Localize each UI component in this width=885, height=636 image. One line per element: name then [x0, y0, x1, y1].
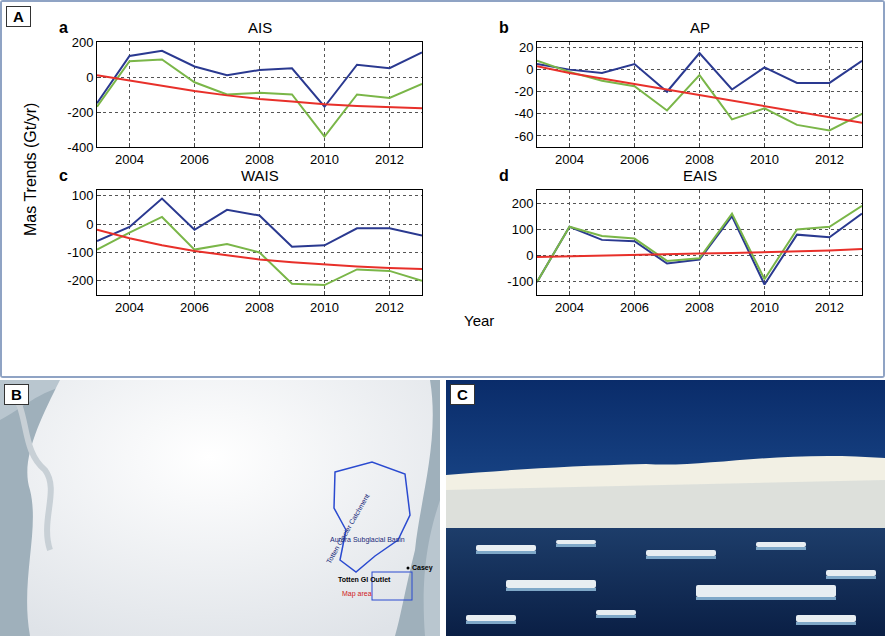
svg-text:0: 0	[86, 217, 93, 232]
svg-text:2004: 2004	[115, 152, 144, 167]
svg-text:Casey: Casey	[412, 564, 433, 572]
svg-text:AP: AP	[690, 19, 710, 36]
svg-text:d: d	[499, 167, 509, 184]
svg-text:AIS: AIS	[248, 19, 272, 36]
svg-text:2004: 2004	[115, 300, 144, 315]
svg-text:Year: Year	[464, 312, 494, 329]
svg-text:2008: 2008	[245, 300, 274, 315]
svg-text:100: 100	[72, 188, 94, 203]
svg-text:Aurora Subglacial Basin: Aurora Subglacial Basin	[330, 536, 405, 544]
svg-text:0: 0	[526, 62, 533, 77]
svg-text:2008: 2008	[245, 152, 274, 167]
svg-text:2008: 2008	[685, 152, 714, 167]
svg-text:Totten Gl Outlet: Totten Gl Outlet	[338, 576, 391, 583]
svg-text:2012: 2012	[375, 152, 404, 167]
svg-text:2010: 2010	[310, 300, 339, 315]
svg-text:2006: 2006	[620, 152, 649, 167]
svg-text:a: a	[59, 19, 68, 36]
svg-text:2004: 2004	[555, 300, 584, 315]
svg-text:-20: -20	[515, 84, 534, 99]
svg-text:2010: 2010	[750, 152, 779, 167]
svg-text:-40: -40	[515, 106, 534, 121]
svg-text:2012: 2012	[815, 152, 844, 167]
svg-text:0: 0	[526, 248, 533, 263]
svg-text:2006: 2006	[180, 152, 209, 167]
svg-text:2010: 2010	[310, 152, 339, 167]
svg-text:-60: -60	[515, 129, 534, 144]
svg-text:Map area: Map area	[342, 590, 372, 598]
svg-text:20: 20	[519, 40, 533, 55]
svg-text:2006: 2006	[620, 300, 649, 315]
svg-text:EAIS: EAIS	[683, 167, 717, 184]
html-text:B: B	[11, 386, 22, 403]
svg-text:0: 0	[86, 70, 93, 85]
svg-text:Mas Trends (Gt/yr): Mas Trends (Gt/yr)	[22, 103, 39, 236]
html-text:C: C	[457, 386, 468, 403]
svg-text:b: b	[499, 19, 509, 36]
svg-text:-200: -200	[67, 105, 93, 120]
svg-text:-400: -400	[67, 140, 93, 155]
svg-text:2012: 2012	[815, 300, 844, 315]
svg-text:c: c	[59, 167, 68, 184]
svg-text:WAIS: WAIS	[241, 167, 279, 184]
svg-text:-100: -100	[67, 245, 93, 260]
svg-text:2010: 2010	[750, 300, 779, 315]
svg-text:2008: 2008	[685, 300, 714, 315]
svg-text:-100: -100	[507, 274, 533, 289]
svg-text:200: 200	[72, 35, 94, 50]
svg-text:100: 100	[512, 222, 534, 237]
svg-text:-200: -200	[67, 273, 93, 288]
svg-text:2012: 2012	[375, 300, 404, 315]
svg-text:2004: 2004	[555, 152, 584, 167]
svg-text:2006: 2006	[180, 300, 209, 315]
html-text:A: A	[13, 8, 24, 25]
svg-text:Totten Glacier Catchment: Totten Glacier Catchment	[325, 493, 371, 565]
svg-text:200: 200	[512, 196, 534, 211]
